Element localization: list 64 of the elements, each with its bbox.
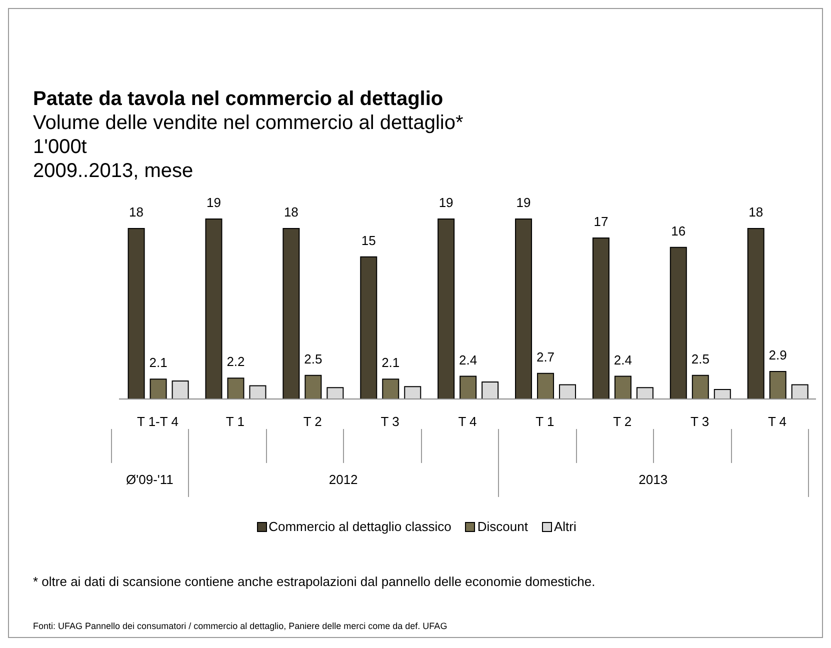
text: Ø'09-'11: [125, 471, 174, 489]
x-tick-label: T 3: [380, 414, 400, 430]
data-label: 17: [594, 214, 608, 229]
chart-subtitle: Volume delle vendite nel commercio al dettaglio* 1'000t 2009..2013, mese: [33, 111, 464, 183]
bar: [614, 376, 632, 400]
data-label: 19: [516, 195, 531, 210]
x-tick-label: T 3: [690, 414, 710, 430]
bar: [559, 384, 576, 400]
bar: [791, 384, 808, 400]
bar: [382, 378, 400, 400]
data-label: 16: [671, 223, 686, 238]
text: 2012: [328, 471, 359, 489]
bar: [714, 389, 731, 400]
legend-label: Commercio al dettaglio classico: [268, 519, 452, 534]
bar: [150, 378, 167, 400]
data-label: 2.9: [768, 348, 787, 363]
bar: [692, 374, 709, 400]
x-tick-label: T 4: [768, 414, 787, 430]
bar: [482, 381, 499, 400]
x-tick-label: T 1-T 4: [137, 414, 178, 430]
chart-title: Patate da tavola nel commercio al dettaglio: [33, 87, 444, 111]
data-label: 2.4: [459, 352, 478, 368]
bar: [360, 256, 378, 400]
text: 2013: [638, 471, 669, 489]
data-label: 19: [206, 195, 221, 210]
bar: [747, 228, 764, 400]
data-label: 2.4: [614, 352, 632, 368]
x-tick-label: T 2: [613, 414, 632, 430]
data-label: 18: [129, 204, 144, 220]
bar: [515, 218, 532, 400]
bar: [249, 385, 266, 400]
bar: [769, 371, 786, 400]
data-label: 2.5: [691, 351, 710, 366]
x-tick-label: T 1: [226, 414, 244, 430]
data-label: 18: [284, 204, 298, 220]
bar: [460, 376, 477, 400]
x-tick-label: T 2: [303, 414, 322, 430]
data-label: 15: [361, 232, 376, 248]
x-tick-label: T 4: [458, 414, 477, 430]
bar: [592, 237, 610, 400]
data-label: 2.2: [226, 354, 245, 370]
text: Fonti: UFAG Pannello dei consumatori / commercio al dettaglio, Paniere delle merci come da def. UFAG: [33, 621, 448, 631]
bar: [172, 380, 189, 400]
bar: [128, 228, 145, 400]
data-label: 18: [748, 204, 764, 220]
bar: [636, 387, 654, 400]
bar: [438, 218, 455, 400]
data-label: 2.1: [382, 355, 400, 370]
data-label: 2.5: [304, 351, 322, 366]
bar: [326, 387, 344, 400]
data-label: 19: [438, 195, 454, 210]
bar: [670, 246, 687, 400]
bar: [205, 218, 222, 400]
bar: [227, 378, 244, 400]
bar: [404, 386, 422, 400]
legend-label: Discount: [476, 519, 528, 534]
text: * oltre ai dati di scansione contiene anche estrapolazioni dal pannello delle economie domestiche.: [33, 574, 596, 589]
bar: [282, 228, 300, 400]
data-label: 2.1: [149, 355, 168, 370]
x-tick-label: T 1: [536, 414, 554, 430]
legend-label: Altri: [552, 519, 576, 534]
bar: [304, 374, 322, 400]
data-label: 2.7: [536, 349, 555, 364]
bar: [537, 372, 554, 400]
